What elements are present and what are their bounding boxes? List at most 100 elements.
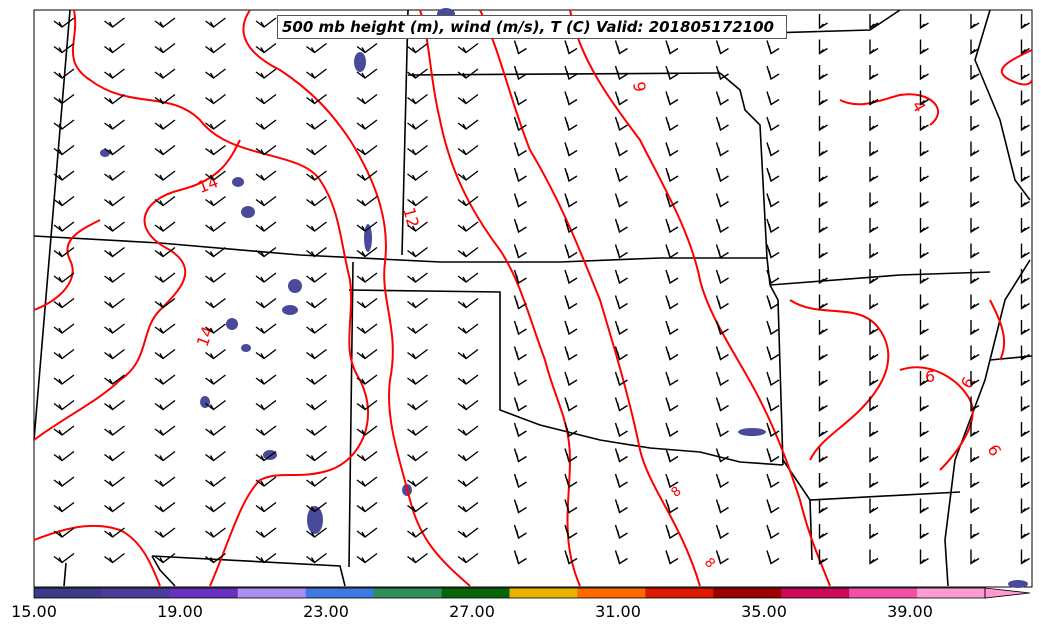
wind-barb [205,374,226,385]
wind-barb [818,371,828,387]
wind-barb [970,422,980,438]
wind-barb [919,243,929,259]
wind-barb [154,93,176,105]
wind-barb [457,119,479,130]
wind-barb [356,93,378,105]
wind-barb [614,448,628,463]
wind-barb [104,221,125,232]
wind-barb [255,42,277,54]
wind-barb [614,116,628,132]
wind-barb [513,371,527,387]
wind-barb [104,93,125,105]
wind-barb [104,272,125,283]
wind-barb [970,167,980,183]
colorbar-segment [101,588,171,598]
wind-barb [970,39,980,55]
wind-barb [919,65,929,81]
wind-barb [715,295,729,310]
wind-barb [306,527,327,538]
wind-barb [255,195,277,207]
wind-barb [255,476,277,487]
wind-barb [818,243,828,259]
wind-barb [564,473,578,489]
wind-barb [869,498,879,514]
wind-barb [1020,141,1030,157]
wind-barb [457,42,479,54]
wind-barb [407,144,428,156]
wind-barb [154,450,176,462]
wind-barb [104,297,125,309]
wind-barb [715,550,729,565]
wind-barb [818,524,828,540]
wind-barb [1020,243,1030,259]
wind-barb [869,90,879,106]
wind-barb [766,371,780,387]
wind-barb [818,345,828,361]
wind-barb [306,221,327,232]
wind-barb [614,295,628,310]
wind-barb [154,195,176,207]
wind-barb [614,218,628,234]
wind-barb [205,297,226,309]
wind-barb [766,40,780,55]
wind-barb [766,65,780,81]
wind-barb [614,167,628,183]
wind-barb [306,476,327,487]
wind-barb [255,221,277,232]
wind-barb [766,295,780,310]
colorbar-segment [713,588,782,598]
wind-barb [255,323,277,334]
wind-barb [665,244,679,259]
wind-barb [457,144,479,156]
wind-barb [665,269,679,285]
wind-barb [407,68,428,79]
wind-barb [919,447,929,463]
wind-barb [407,221,428,232]
wind-barb [407,552,428,564]
wind-barb [715,40,729,55]
wind-barb [154,170,176,181]
wind-barb [970,243,980,259]
wind-barb [53,195,75,207]
wind-barb [356,246,378,258]
wind-barb [818,14,828,30]
map-frame [33,9,1033,588]
wind-barb [1020,14,1030,30]
wind-barb [818,473,828,489]
wind-barb [665,91,679,106]
colorbar-segment [305,588,375,598]
wind-barb [564,371,578,387]
wind-barb [919,473,929,489]
wind-barb [53,272,75,283]
wind-barb [356,144,378,156]
colorbar-segment [509,588,578,598]
wind-barb [513,524,527,540]
wind-barb [255,17,277,28]
wind-barb [766,346,780,361]
wind-barb [205,195,226,207]
wind-barb [1020,320,1030,336]
wind-barb [457,374,479,385]
wind-barb [818,269,828,285]
wind-barb [564,550,578,565]
wind-barb [104,170,125,181]
wind-barb [205,323,226,334]
wind-barb [970,141,980,157]
wind-barb [407,374,428,385]
wind-barb [715,499,729,514]
wind-barb [919,39,929,55]
wind-barb [564,448,578,463]
wind-barb [356,425,378,436]
wind-barb [457,399,479,411]
wind-barb [513,218,527,234]
wind-barb [154,425,176,436]
wind-barb [564,397,578,412]
wind-barb [457,68,479,79]
wind-barb [564,524,578,540]
wind-barb [255,399,277,411]
wind-barb [1020,345,1030,361]
contour-label: 12 [399,205,423,230]
wind-barb [205,17,226,28]
wind-barb [1020,218,1030,234]
wind-barb [869,320,879,336]
